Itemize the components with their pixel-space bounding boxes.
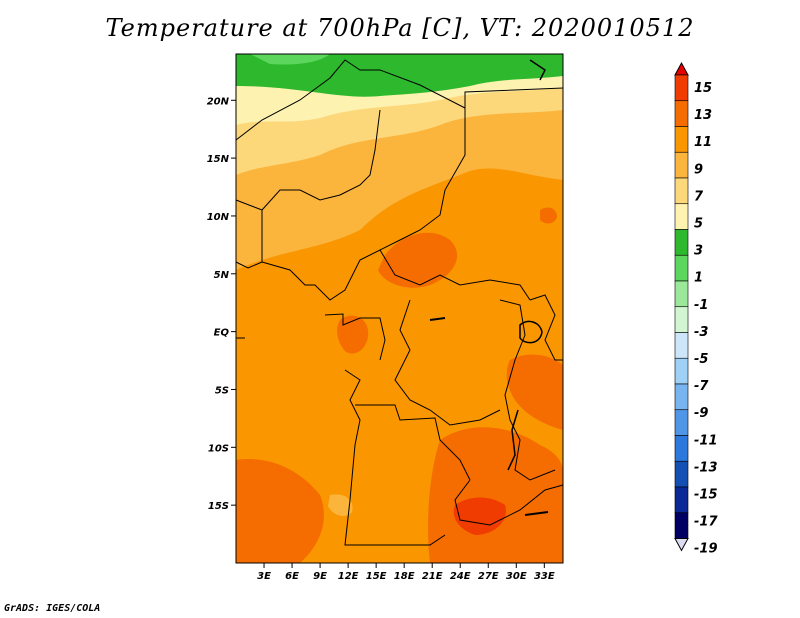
colorbar: 15 13 11 9 7 5 3 1 -1 -3 -5 -7 -9 -11 -13 -15 -17 -19 — [674, 61, 718, 557]
lon-tick-label: 18E — [394, 571, 415, 582]
temperature-field — [236, 54, 563, 563]
colorbar-label: -13 — [694, 460, 718, 475]
border-line — [529, 59, 546, 81]
field-patch-warm-east — [506, 354, 563, 430]
border-line — [261, 109, 381, 211]
colorbar-swatch — [674, 126, 689, 153]
colorbar-swatch — [674, 357, 689, 385]
colorbar-label: 5 — [694, 217, 703, 232]
lon-tick-label: 24E — [450, 571, 471, 582]
lon-tick-label: 27E — [478, 571, 499, 582]
field-patch-warm-se — [428, 427, 563, 563]
colorbar-label: -15 — [694, 488, 718, 503]
colorbar-swatch — [674, 280, 689, 308]
border-line — [529, 294, 563, 361]
colorbar-swatch — [674, 254, 689, 282]
field-band-minus1 — [250, 54, 330, 65]
colorbar-swatch — [674, 74, 689, 102]
colorbar-swatch — [674, 460, 689, 488]
field-band-1 — [236, 54, 563, 97]
lat-tick-label: 15N — [207, 154, 230, 165]
colorbar-swatch — [674, 100, 689, 127]
border-line — [379, 108, 466, 251]
border-line — [235, 59, 564, 141]
colorbar-label: 1 — [694, 271, 703, 286]
field-patch-hot-se — [453, 497, 506, 535]
border-line — [355, 404, 471, 481]
colorbar-label: 3 — [694, 244, 703, 259]
colorbar-label: 15 — [694, 81, 712, 96]
colorbar-swatch — [674, 151, 689, 179]
lat-tick-label: EQ — [214, 328, 230, 339]
lat-tick-label: 10S — [208, 443, 229, 454]
lake-outline — [524, 511, 549, 516]
field-patch-warm-ne — [540, 207, 557, 224]
colorbar-swatch — [674, 332, 689, 359]
lon-tick-label: 21E — [422, 571, 443, 582]
colorbar-label: -11 — [694, 433, 718, 448]
colorbar-swatch — [674, 383, 689, 411]
colorbar-swatch — [674, 435, 689, 462]
lon-tick-label: 12E — [338, 571, 359, 582]
colorbar-top-arrow — [674, 61, 689, 76]
border-line — [499, 299, 556, 481]
country-borders — [235, 59, 564, 546]
border-line — [454, 479, 564, 526]
lake-outline — [519, 320, 543, 344]
map-frame — [235, 53, 564, 564]
border-line — [261, 249, 531, 301]
lon-tick-label: 6E — [285, 571, 299, 582]
colorbar-label: -19 — [694, 542, 718, 557]
colorbar-label: -17 — [694, 515, 718, 530]
colorbar-label: -5 — [694, 352, 708, 367]
lon-tick-label: 33E — [534, 571, 555, 582]
colorbar-swatch — [674, 306, 689, 333]
lat-tick-label: 15S — [208, 501, 229, 512]
colorbar-swatch — [674, 486, 689, 514]
colorbar-label: 9 — [694, 162, 703, 177]
colorbar-bottom-arrow — [674, 538, 689, 552]
border-line — [344, 369, 446, 546]
lake-outline — [429, 317, 446, 321]
colorbar-label: -9 — [694, 406, 708, 421]
lake-outline — [507, 409, 519, 471]
lat-tick-label: 5S — [215, 385, 229, 396]
colorbar-label: 11 — [694, 135, 712, 150]
credit-label: GrADS: IGES/COLA — [4, 603, 101, 614]
border-line — [324, 313, 386, 361]
field-patch-cool-sw — [328, 494, 353, 517]
field-patch-warm-center — [378, 232, 458, 288]
map-title: Temperature at 700hPa [C], VT: 202001051… — [105, 14, 695, 42]
lon-tick-label: 30E — [506, 571, 527, 582]
lon-tick-label: 15E — [366, 571, 387, 582]
field-patch-warm-gabon — [337, 315, 369, 354]
colorbar-label: -3 — [694, 325, 708, 340]
colorbar-label: 7 — [694, 189, 704, 204]
lon-tick-label: 9E — [313, 571, 327, 582]
lat-tick-label: 20N — [207, 96, 230, 107]
colorbar-swatch — [674, 177, 689, 205]
colorbar-label: -1 — [694, 298, 708, 313]
lon-tick-label: 3E — [257, 571, 271, 582]
lat-tick-label: 5N — [214, 270, 230, 281]
colorbar-label: 13 — [694, 108, 712, 123]
field-patch-warm-sw — [236, 459, 324, 563]
colorbar-label: -7 — [694, 379, 709, 394]
lat-tick-label: 10N — [207, 212, 230, 223]
colorbar-swatch — [674, 203, 689, 230]
colorbar-swatch — [674, 512, 689, 539]
colorbar-swatch — [674, 409, 689, 436]
colorbar-swatch — [674, 229, 689, 256]
axis-ticks: 20N 15N 10N 5N EQ 5S 10S 15S 3E 6E 9E 12E 15E 18E 21E 2… — [207, 96, 555, 582]
border-line — [394, 299, 501, 426]
